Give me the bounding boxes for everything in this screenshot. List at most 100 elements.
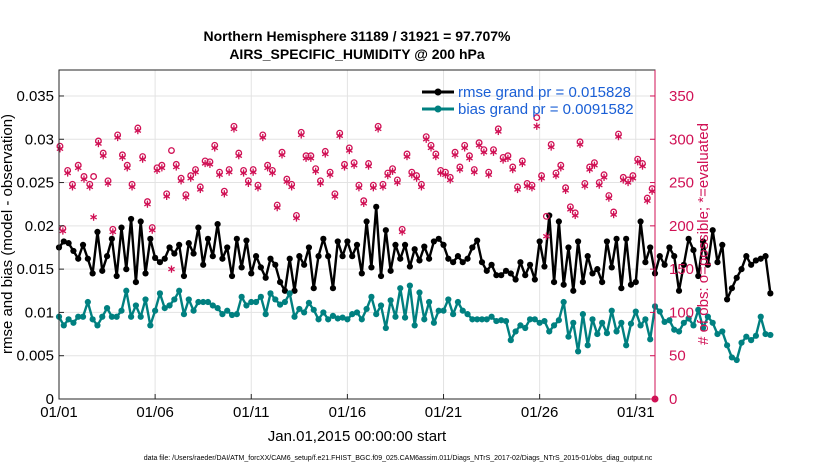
obs-evaluated-stroke (518, 161, 526, 166)
rmse-point (748, 261, 755, 268)
rmse-point (603, 238, 611, 245)
bias-point (176, 287, 183, 294)
bias-point (608, 307, 615, 314)
bias-point (185, 296, 192, 303)
obs-evaluated-stroke (494, 129, 502, 134)
rmse-point (464, 255, 471, 262)
bias-point (483, 316, 490, 323)
obs-evaluated-marker (345, 146, 353, 155)
x-tick-label: 01/16 (329, 404, 367, 421)
rmse-point (195, 224, 202, 231)
bias-point (464, 311, 471, 318)
rmse-point (185, 240, 192, 247)
rmse-point (262, 274, 269, 281)
bias-point (286, 290, 293, 297)
rmse-point (723, 296, 731, 303)
obs-possible-marker (542, 212, 550, 220)
bias-point (584, 342, 591, 349)
bias-point (291, 313, 298, 320)
rmse-point (118, 224, 125, 231)
y2-tick-label: 150 (669, 261, 694, 278)
bias-point (599, 319, 606, 326)
bias-point (594, 330, 601, 338)
obs-evaluated-marker (128, 183, 136, 191)
chart-title: Northern Hemisphere 31189 / 31921 = 97.7… (203, 28, 511, 44)
obs-evaluated-marker (249, 168, 257, 176)
obs-evaluated-marker (134, 127, 142, 135)
bias-point (325, 316, 332, 323)
bias-point (387, 297, 394, 304)
rmse-point (377, 272, 385, 280)
obs-evaluated-stroke (634, 159, 642, 165)
bias-point (339, 314, 346, 321)
rmse-point (272, 261, 279, 268)
obs-evaluated-stroke (163, 194, 171, 199)
rmse-point (329, 285, 337, 292)
rmse-point (483, 267, 490, 274)
obs-evaluated-marker (441, 171, 449, 179)
obs-evaluated-marker (461, 144, 469, 152)
bias-point (690, 322, 697, 329)
bias-point (373, 311, 380, 318)
bias-point (392, 313, 399, 320)
bias-point (195, 298, 202, 306)
bias-point (613, 328, 620, 335)
obs-evaluated-marker (350, 161, 358, 169)
obs-evaluated-marker (187, 174, 195, 182)
rmse-point (248, 270, 255, 277)
bias-point (132, 302, 140, 309)
rmse-point (594, 266, 601, 273)
obs-evaluated-stroke (523, 183, 531, 189)
y-tick-label: 0.005 (16, 348, 54, 365)
obs-evaluated-stroke (413, 175, 421, 181)
obs-evaluated-stroke (595, 182, 603, 188)
legend-rmse-marker (434, 88, 442, 96)
bias-point (454, 298, 462, 306)
obs-evaluated-stroke (461, 145, 469, 151)
obs-evaluated-stroke (109, 229, 117, 235)
obs-evaluated-stroke (432, 154, 440, 159)
obs-evaluated-marker (278, 151, 286, 159)
y2-tick-label: 200 (669, 218, 694, 235)
obs-evaluated-stroke (586, 167, 594, 172)
obs-evaluated-stroke (393, 180, 401, 185)
obs-evaluated-stroke (104, 181, 112, 186)
y-tick-label: 0.02 (25, 218, 54, 235)
obs-evaluated-marker (533, 122, 541, 130)
bias-point (570, 319, 577, 326)
rmse-point (363, 218, 370, 225)
obs-evaluated-stroke (336, 133, 344, 139)
obs-evaluated-stroke (403, 154, 411, 159)
obs-evaluated-stroke (128, 184, 136, 190)
rmse-point (353, 241, 361, 248)
obs-evaluated-marker (360, 199, 368, 207)
rmse-point (142, 270, 149, 277)
bias-point (329, 312, 337, 319)
bias-point (334, 315, 341, 322)
obs-evaluated-marker (206, 160, 214, 168)
rmse-point (238, 264, 245, 271)
obs-evaluated-stroke (292, 215, 300, 221)
rmse-point (108, 235, 115, 242)
obs-evaluated-stroke (331, 194, 339, 199)
rmse-point (137, 218, 144, 225)
obs-evaluated-stroke (345, 148, 353, 153)
obs-evaluated-stroke (249, 169, 257, 175)
rmse-point (94, 228, 101, 236)
rmse-point (512, 276, 519, 283)
obs-evaluated-stroke (355, 185, 363, 191)
rmse-point (531, 276, 538, 283)
obs-evaluated-stroke (610, 212, 618, 217)
bias-point (147, 322, 154, 329)
obs-evaluated-stroke (288, 184, 296, 190)
rmse-point (166, 244, 173, 251)
y2-tick-label: 100 (669, 304, 694, 321)
obs-evaluated-marker (389, 167, 397, 175)
rmse-point (334, 238, 341, 245)
obs-evaluated-stroke (268, 170, 276, 176)
bias-point (243, 302, 250, 309)
rmse-point (344, 238, 351, 245)
obs-evaluated-stroke (297, 132, 305, 138)
rmse-point (478, 259, 486, 266)
